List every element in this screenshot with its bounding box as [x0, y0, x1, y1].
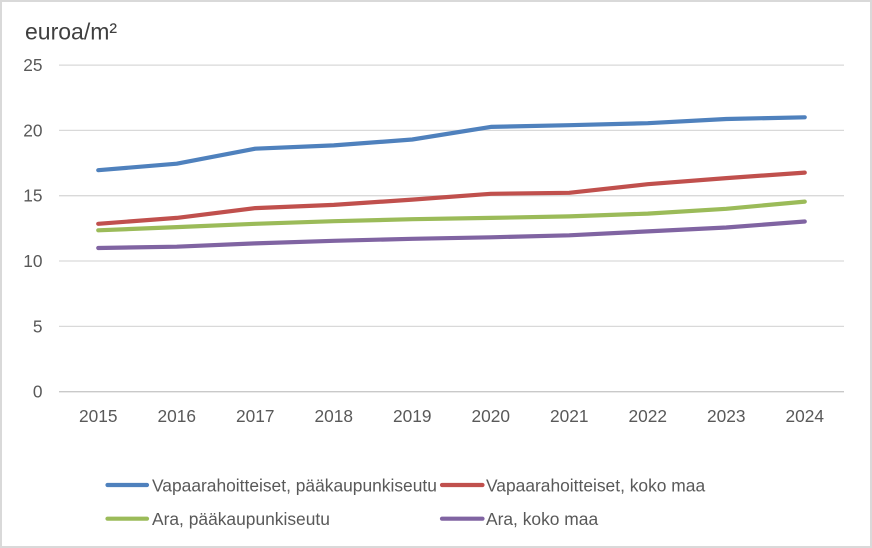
svg-text:5: 5: [33, 316, 43, 336]
svg-text:Ara, pääkaupunkiseutu: Ara, pääkaupunkiseutu: [152, 509, 330, 529]
svg-text:0: 0: [33, 382, 43, 402]
svg-text:20: 20: [23, 120, 42, 140]
svg-text:2024: 2024: [786, 406, 825, 426]
svg-text:2020: 2020: [472, 406, 510, 426]
svg-text:2017: 2017: [236, 406, 274, 426]
svg-text:2015: 2015: [79, 406, 117, 426]
svg-text:2019: 2019: [393, 406, 431, 426]
svg-text:2018: 2018: [315, 406, 353, 426]
svg-text:15: 15: [23, 186, 42, 206]
svg-text:25: 25: [23, 55, 42, 75]
svg-text:10: 10: [23, 251, 42, 271]
svg-text:2021: 2021: [550, 406, 588, 426]
svg-text:2022: 2022: [629, 406, 667, 426]
svg-text:2023: 2023: [707, 406, 745, 426]
svg-text:Vapaarahoitteiset, koko maa: Vapaarahoitteiset, koko maa: [486, 475, 705, 495]
svg-text:2016: 2016: [158, 406, 196, 426]
svg-text:euroa/m²: euroa/m²: [25, 19, 117, 45]
svg-text:Ara, koko maa: Ara, koko maa: [486, 509, 598, 529]
svg-text:Vapaarahoitteiset, pääkaupunki: Vapaarahoitteiset, pääkaupunkiseutu: [152, 475, 437, 495]
